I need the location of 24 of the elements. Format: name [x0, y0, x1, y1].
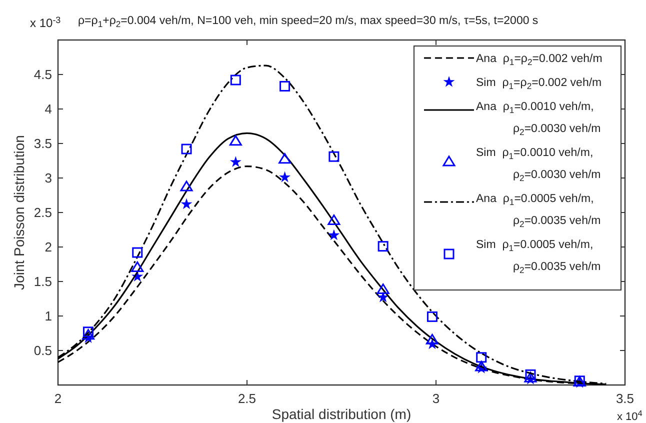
y-axis-title: Joint Poisson distribution	[11, 135, 27, 290]
text: x 10$^{-3}$	[30, 14, 61, 30]
legend-label: Sim ρ$_{1}$=0.0010 veh/m, ρ$_{2}$=0.0030 veh/m	[476, 147, 601, 183]
y-tick-label: 1.5	[34, 274, 52, 289]
x-tick-label: 2	[54, 391, 62, 406]
legend-label: Sim ρ$_{1}$=0.0005 veh/m, ρ$_{2}$=0.0035 veh/m	[476, 239, 601, 275]
legend-label: Sim ρ$_{1}$=ρ$_{2}$=0.002 veh/m	[476, 77, 602, 91]
x-tick-label: 2.5	[238, 391, 256, 406]
y-tick-label: 4	[44, 102, 52, 116]
x-tick-label: 3.5	[616, 391, 634, 406]
text: x 10$^{4}$	[617, 409, 643, 423]
y-tick-label: 2	[44, 240, 52, 254]
x-axis-title: Spatial distribution (m)	[272, 406, 412, 422]
y-tick-label: 2.5	[34, 205, 52, 220]
y-tick-label: 4.5	[34, 67, 52, 82]
y-tick-label: 1	[44, 308, 52, 324]
y-tick-label: 3.5	[34, 136, 52, 151]
chart-title: ρ=ρ$_{1}$+ρ$_{2}$=0.004 veh/m, N=100 veh, min speed=20 m/s, max speed=30 m/s, τ=5s, t=2000 s	[78, 15, 538, 29]
x-tick-label: 3	[432, 391, 440, 406]
legend-label: Ana ρ$_{1}$=0.0010 veh/m, ρ$_{2}$=0.0030 veh/m	[476, 101, 601, 137]
y-tick-label: 3	[44, 170, 52, 186]
y-tick-label: 0.5	[34, 343, 52, 358]
legend-label: Ana ρ$_{1}$=ρ$_{2}$=0.002 veh/m	[476, 53, 602, 67]
legend-label: Ana ρ$_{1}$=0.0005 veh/m, ρ$_{2}$=0.0035 veh/m	[476, 193, 601, 229]
